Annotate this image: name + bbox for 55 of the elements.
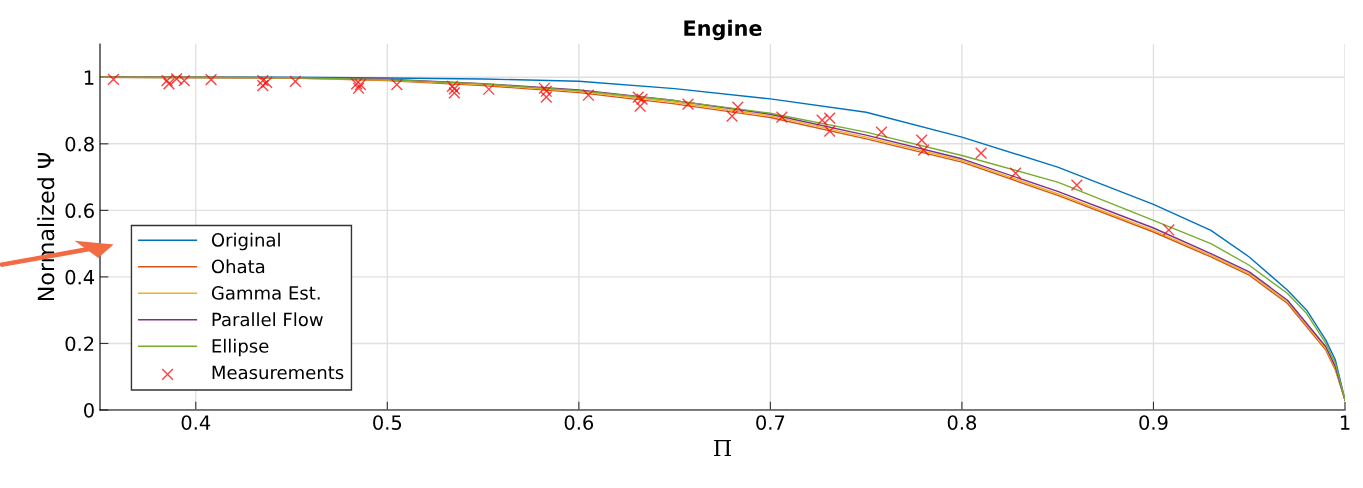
- y-tick-label: 0.4: [65, 269, 95, 285]
- point: [726, 110, 739, 123]
- legend-label: Ellipse: [212, 338, 269, 357]
- legend-label: Original: [211, 232, 280, 251]
- point: [107, 73, 120, 86]
- y-tick-label: 0.2: [65, 336, 94, 352]
- point: [875, 126, 888, 139]
- x-tick-label: 0.6: [564, 415, 594, 430]
- point: [917, 144, 930, 157]
- point: [582, 89, 595, 102]
- y-tick-label: 0.6: [65, 203, 94, 219]
- x-tick-label: 1: [1340, 415, 1350, 430]
- legend-label: Measurements: [212, 365, 344, 380]
- point: [1070, 179, 1083, 192]
- x-tick-label: 0.8: [947, 415, 977, 430]
- point: [354, 78, 367, 91]
- point: [178, 74, 191, 87]
- legend-label: Parallel Flow: [212, 312, 323, 327]
- point: [256, 74, 269, 87]
- point: [1009, 167, 1022, 180]
- y-tick-label: 0.8: [65, 136, 94, 152]
- point: [540, 91, 553, 104]
- x-tick-label: 0.5: [373, 415, 402, 430]
- x-tick-label: 0.9: [1139, 415, 1168, 430]
- point: [975, 147, 988, 160]
- point: [915, 134, 928, 147]
- point: [823, 125, 836, 138]
- point: [775, 111, 788, 124]
- point: [816, 114, 829, 127]
- point: [731, 101, 744, 114]
- point: [260, 76, 273, 89]
- point: [352, 82, 365, 95]
- point: [448, 86, 461, 99]
- y-tick-label: 1: [84, 70, 94, 85]
- point: [390, 78, 403, 91]
- x-axis-title: Π: [714, 439, 731, 457]
- point: [681, 98, 695, 111]
- point: [823, 112, 836, 125]
- y-tick-label: 0: [84, 402, 94, 418]
- line-series: [100, 76, 1345, 401]
- chart-title: Engine: [684, 19, 762, 41]
- legend-label: Gamma Est.: [211, 286, 320, 300]
- point: [635, 93, 649, 106]
- point: [289, 75, 302, 88]
- point: [1162, 223, 1175, 237]
- point: [632, 91, 645, 104]
- point: [350, 77, 363, 91]
- x-tick-label: 0.7: [756, 415, 785, 430]
- point: [256, 79, 269, 92]
- x-tick-label: 0.4: [181, 415, 211, 430]
- point: [634, 100, 647, 113]
- point: [205, 73, 218, 86]
- point: [482, 83, 495, 96]
- y-axis-title: Normalized Ψ: [37, 152, 55, 301]
- legend-label: Ohata: [211, 259, 265, 274]
